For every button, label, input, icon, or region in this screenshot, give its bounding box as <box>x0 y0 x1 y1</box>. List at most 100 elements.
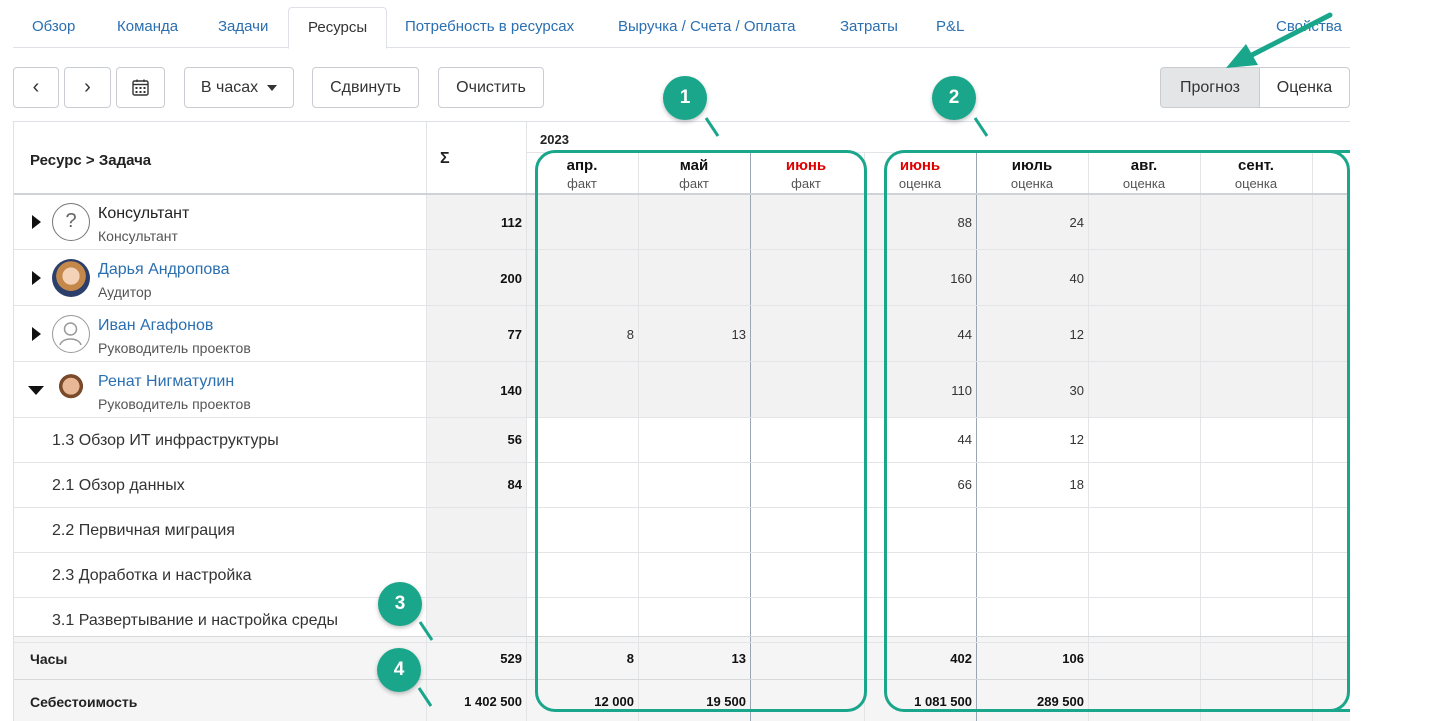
pointer-line-1 <box>704 117 720 137</box>
row-divider <box>14 249 1350 250</box>
shift-button[interactable]: Сдвинуть <box>312 67 419 108</box>
resource-row: Ренат Нигматулин Руководитель проектов 140… <box>14 362 1350 418</box>
cell-value[interactable]: 40 <box>1069 271 1084 286</box>
task-row: 2.1 Обзор данных 84 66 18 <box>14 463 1350 508</box>
resource-role: Консультант <box>98 228 178 244</box>
estimate-toggle[interactable]: Оценка <box>1259 67 1350 108</box>
cell-value[interactable]: 88 <box>957 215 972 230</box>
task-name: 3.1 Развертывание и настройка среды <box>52 612 338 629</box>
forecast-toggle[interactable]: Прогноз <box>1160 67 1260 108</box>
totals-sum: 1 402 500 <box>464 694 522 709</box>
grid-line <box>526 122 527 721</box>
pointer-line-4 <box>417 687 433 707</box>
expand-icon[interactable] <box>32 215 41 229</box>
cell-value[interactable]: 44 <box>957 327 972 342</box>
cell-value[interactable]: 12 <box>1069 432 1084 447</box>
row-divider <box>14 462 1350 463</box>
row-divider <box>14 636 1350 637</box>
resource-name[interactable]: Дарья Андропова <box>98 261 230 278</box>
cell-value[interactable]: 12 <box>1069 327 1084 342</box>
month-header: авг. <box>1130 157 1158 174</box>
resource-role: Аудитор <box>98 284 152 300</box>
cell-value[interactable]: 160 <box>950 271 972 286</box>
tab-resource-demand[interactable]: Потребность в ресурсах <box>405 18 575 35</box>
next-button[interactable]: › <box>64 67 111 108</box>
question-icon: ? <box>65 210 77 232</box>
annotation-badge-3: 3 <box>378 582 422 626</box>
expand-icon[interactable] <box>32 327 41 341</box>
prev-button[interactable]: ‹ <box>13 67 59 108</box>
resource-name[interactable]: Иван Агафонов <box>98 317 214 334</box>
user-icon <box>59 322 82 346</box>
totals-value: 1 081 500 <box>914 694 972 709</box>
cell-value[interactable]: 24 <box>1069 215 1084 230</box>
month-header-subtitle: оценка <box>1234 176 1278 191</box>
annotation-badge-1: 1 <box>663 76 707 120</box>
task-row: 2.2 Первичная миграция <box>14 508 1350 553</box>
cell-value[interactable]: 18 <box>1069 477 1084 492</box>
pointer-line-3 <box>418 621 434 641</box>
grid-line <box>1200 152 1201 721</box>
annotation-badge-4: 4 <box>377 648 421 692</box>
totals-value: 8 <box>626 651 634 666</box>
tab-overview[interactable]: Обзор <box>32 18 76 35</box>
tab-resources[interactable]: Ресурсы <box>288 7 388 49</box>
units-dropdown-label: В часах <box>200 78 259 96</box>
row-divider <box>14 507 1350 508</box>
chevron-left-icon: ‹ <box>32 76 40 98</box>
highlight-actuals <box>535 150 867 712</box>
row-divider <box>14 361 1350 362</box>
tab-team[interactable]: Команда <box>117 18 179 35</box>
totals-value: 402 <box>950 651 972 666</box>
cell-value[interactable]: 66 <box>957 477 972 492</box>
resource-name[interactable]: Ренат Нигматулин <box>98 373 235 390</box>
cell-value[interactable]: 30 <box>1069 383 1084 398</box>
month-header: апр. <box>566 157 598 174</box>
totals-label: Себестоимость <box>30 694 138 710</box>
calendar-button[interactable] <box>116 67 165 108</box>
task-name: 2.2 Первичная миграция <box>52 522 235 539</box>
row-sum: 77 <box>507 327 522 342</box>
clear-button[interactable]: Очистить <box>438 67 544 108</box>
row-sum: 56 <box>507 432 522 447</box>
row-divider <box>14 597 1350 598</box>
resource-grid: Ресурс > Задача Σ 2023 апр. факт май факт ию… <box>13 121 1350 721</box>
cell-value[interactable]: 13 <box>731 327 746 342</box>
totals-value: 19 500 <box>706 694 746 709</box>
grid-line <box>638 152 639 721</box>
current-month-separator <box>750 152 751 721</box>
collapse-icon[interactable] <box>28 386 44 395</box>
task-row: 1.3 Обзор ИТ инфраструктуры 56 44 12 <box>14 418 1350 463</box>
avatar <box>52 259 90 297</box>
task-row: 3.1 Развертывание и настройка среды <box>14 598 1350 643</box>
tab-revenue[interactable]: Выручка / Счета / Оплата <box>618 18 796 35</box>
calendar-icon <box>132 79 149 96</box>
column-header-sum: Σ <box>440 150 450 167</box>
arrow-icon <box>1226 12 1333 68</box>
expand-icon[interactable] <box>32 271 41 285</box>
tab-tasks[interactable]: Задачи <box>218 18 269 35</box>
month-header-subtitle: оценка <box>1122 176 1166 191</box>
resource-row: Иван Агафонов Руководитель проектов 77 8 13 4… <box>14 306 1350 362</box>
cell-value[interactable]: 8 <box>626 327 634 342</box>
units-dropdown[interactable]: В часах <box>184 67 294 108</box>
tab-costs[interactable]: Затраты <box>840 18 898 35</box>
caret-down-icon <box>267 84 278 91</box>
totals-value: 106 <box>1062 651 1084 666</box>
totals-value: 13 <box>731 651 746 666</box>
tab-pnl[interactable]: P&L <box>936 18 965 35</box>
cell-value[interactable]: 110 <box>951 383 972 398</box>
resource-name: Консультант <box>98 205 190 222</box>
task-name: 2.3 Доработка и настройка <box>52 567 252 584</box>
month-header: июнь <box>899 157 941 174</box>
annotation-badge-2: 2 <box>932 76 976 120</box>
cell-value[interactable]: 44 <box>957 432 972 447</box>
month-header-subtitle: факт <box>791 176 821 191</box>
year-label: 2023 <box>540 132 569 147</box>
chevron-right-icon: › <box>84 76 91 98</box>
pointer-line-2 <box>973 117 989 137</box>
row-divider <box>14 417 1350 418</box>
resource-row: Дарья Андропова Аудитор 200 160 40 <box>14 250 1350 306</box>
row-divider <box>14 552 1350 553</box>
